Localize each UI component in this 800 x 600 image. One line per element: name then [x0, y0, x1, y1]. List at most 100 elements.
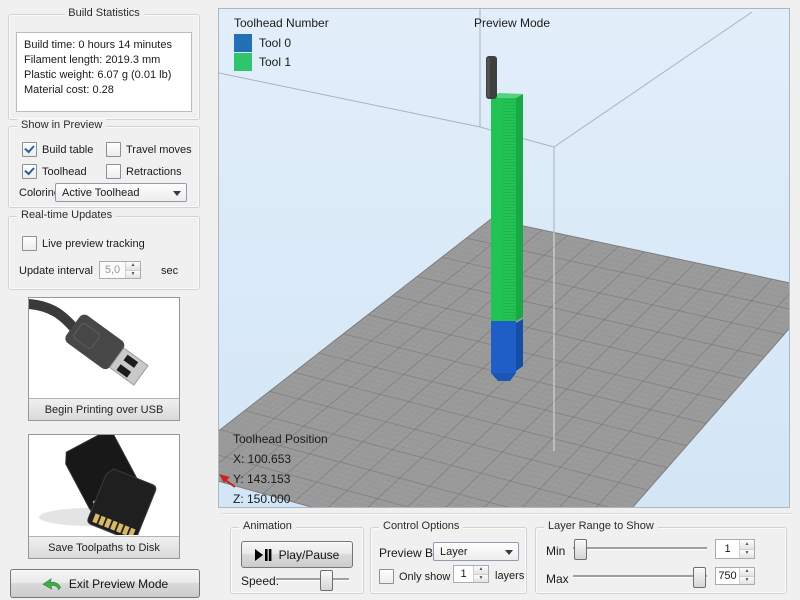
only-show-label: Only show — [399, 570, 451, 583]
tool1-swatch — [234, 53, 252, 71]
build-statistics-box: Build time: 0 hours 14 minutes Filament … — [16, 32, 192, 112]
legend-title: Toolhead Number — [234, 16, 329, 30]
only-show-value: 1 — [460, 568, 467, 580]
tower-green-side — [516, 94, 523, 321]
stat-plastic-weight: Plastic weight: 6.07 g (0.01 lb) — [24, 69, 172, 81]
live-preview-tracking-checkbox[interactable] — [22, 236, 37, 251]
preview-mode-label: Preview Mode — [474, 16, 551, 30]
max-slider-track — [573, 575, 707, 578]
preview-by-dropdown[interactable]: Layer — [433, 542, 519, 561]
tower-blue-bottom — [491, 373, 516, 381]
toolhead-label: Toolhead — [42, 165, 87, 178]
sd-cards-image — [39, 435, 157, 535]
usb-cable-image — [29, 299, 149, 386]
spinner-down-icon[interactable]: ▼ — [474, 574, 488, 582]
left-panel: Build Statistics Build time: 0 hours 14 … — [0, 0, 212, 600]
spinner-down-icon[interactable]: ▼ — [126, 270, 140, 278]
min-slider-thumb[interactable] — [574, 539, 587, 560]
layer-range-title: Layer Range to Show — [544, 520, 658, 532]
tool1-label: Tool 1 — [259, 55, 292, 69]
travel-moves-label: Travel moves — [126, 143, 192, 156]
max-layer-slider[interactable] — [573, 567, 707, 588]
only-show-spinner[interactable]: 1 ▲ ▼ — [453, 565, 489, 583]
realtime-updates-title: Real-time Updates — [17, 209, 117, 221]
spinner-up-icon[interactable]: ▲ — [740, 568, 754, 577]
show-in-preview-title: Show in Preview — [17, 119, 107, 131]
max-layer-spinner[interactable]: 750 ▲ ▼ — [715, 567, 755, 585]
build-table-grid — [219, 219, 789, 507]
play-pause-button[interactable]: Play/Pause — [241, 541, 353, 568]
print-tower — [486, 56, 523, 381]
realtime-updates-group: Real-time Updates Live preview tracking … — [8, 209, 200, 290]
min-label: Min — [546, 544, 566, 558]
spinner-up-icon[interactable]: ▲ — [740, 540, 754, 550]
toolhead-position-y: Y: 143.153 — [233, 472, 291, 486]
update-interval-label: Update interval — [19, 265, 93, 277]
spinner-down-icon[interactable]: ▼ — [740, 549, 754, 558]
stat-filament-length: Filament length: 2019.3 mm — [24, 54, 161, 66]
live-preview-tracking-label: Live preview tracking — [42, 237, 145, 250]
max-slider-thumb[interactable] — [693, 567, 706, 588]
exit-preview-mode-label: Exit Preview Mode — [68, 576, 169, 591]
min-layer-spinner[interactable]: 1 ▲ ▼ — [715, 539, 755, 559]
tower-green-top — [491, 93, 523, 98]
3d-scene[interactable] — [219, 9, 789, 507]
speed-slider-thumb[interactable] — [320, 570, 333, 591]
toolhead-position-title: Toolhead Position — [233, 432, 328, 446]
build-table-label: Build table — [42, 143, 94, 156]
spinner-up-icon[interactable]: ▲ — [474, 566, 488, 575]
animation-title: Animation — [239, 520, 296, 532]
build-statistics-title: Build Statistics — [64, 7, 144, 19]
toolhead-position-x: X: 100.653 — [233, 452, 292, 466]
tower-blue-side — [516, 319, 523, 371]
min-slider-track — [573, 547, 707, 550]
max-label: Max — [546, 572, 569, 586]
animation-group: Animation Play/Pause Speed: — [230, 520, 364, 594]
toolhead-pin-highlight — [487, 58, 490, 97]
travel-moves-checkbox[interactable] — [106, 142, 121, 157]
axis-arrow — [219, 474, 236, 488]
3d-preview-viewport[interactable]: Toolhead Number Tool 0 Tool 1 Preview Mo… — [218, 8, 790, 508]
toolhead-checkbox[interactable] — [22, 164, 37, 179]
chevron-down-icon — [173, 191, 181, 200]
play-pause-label: Play/Pause — [278, 547, 340, 562]
layer-range-group: Layer Range to Show Min 1 ▲ ▼ Max 750 ▲ … — [535, 520, 787, 594]
coloring-dropdown-value: Active Toolhead — [62, 186, 140, 199]
update-interval-value: 5,0 — [104, 264, 121, 276]
max-layer-value: 750 — [718, 570, 737, 582]
control-options-title: Control Options — [379, 520, 464, 532]
speed-label: Speed: — [241, 574, 280, 588]
exit-preview-mode-button[interactable]: Exit Preview Mode — [10, 569, 200, 598]
coloring-dropdown[interactable]: Active Toolhead — [55, 183, 187, 202]
build-table-checkbox[interactable] — [22, 142, 37, 157]
begin-printing-usb-label: Begin Printing over USB — [29, 398, 179, 420]
retractions-checkbox[interactable] — [106, 164, 121, 179]
back-arrow-icon — [42, 577, 61, 590]
chevron-down-icon — [505, 550, 513, 559]
coloring-label: Coloring — [19, 187, 60, 199]
tower-blue-front — [491, 321, 516, 373]
layers-label: layers — [495, 570, 525, 582]
tool0-label: Tool 0 — [259, 36, 292, 50]
only-show-checkbox[interactable] — [379, 569, 394, 584]
update-interval-unit: sec — [161, 265, 179, 277]
bottom-divider — [222, 513, 792, 515]
toolhead-position-z: Z: 150.000 — [233, 492, 291, 506]
spinner-up-icon[interactable]: ▲ — [126, 262, 140, 271]
build-statistics-group: Build Statistics Build time: 0 hours 14 … — [8, 7, 200, 120]
spinner-down-icon[interactable]: ▼ — [740, 576, 754, 584]
min-layer-slider[interactable] — [573, 539, 707, 560]
save-toolpaths-disk-button[interactable]: Save Toolpaths to Disk — [28, 434, 180, 559]
preview-by-label: Preview By — [379, 546, 440, 560]
update-interval-spinner[interactable]: 5,0 ▲ ▼ — [99, 261, 141, 279]
tool0-swatch — [234, 34, 252, 52]
min-layer-value: 1 — [724, 543, 731, 555]
preview-by-value: Layer — [440, 545, 468, 558]
retractions-label: Retractions — [126, 165, 182, 178]
tower-layer-texture — [503, 98, 516, 323]
stat-material-cost: Material cost: 0.28 — [24, 84, 114, 96]
begin-printing-usb-button[interactable]: Begin Printing over USB — [28, 297, 180, 421]
speed-slider[interactable] — [276, 570, 349, 591]
speed-slider-track — [276, 578, 349, 581]
